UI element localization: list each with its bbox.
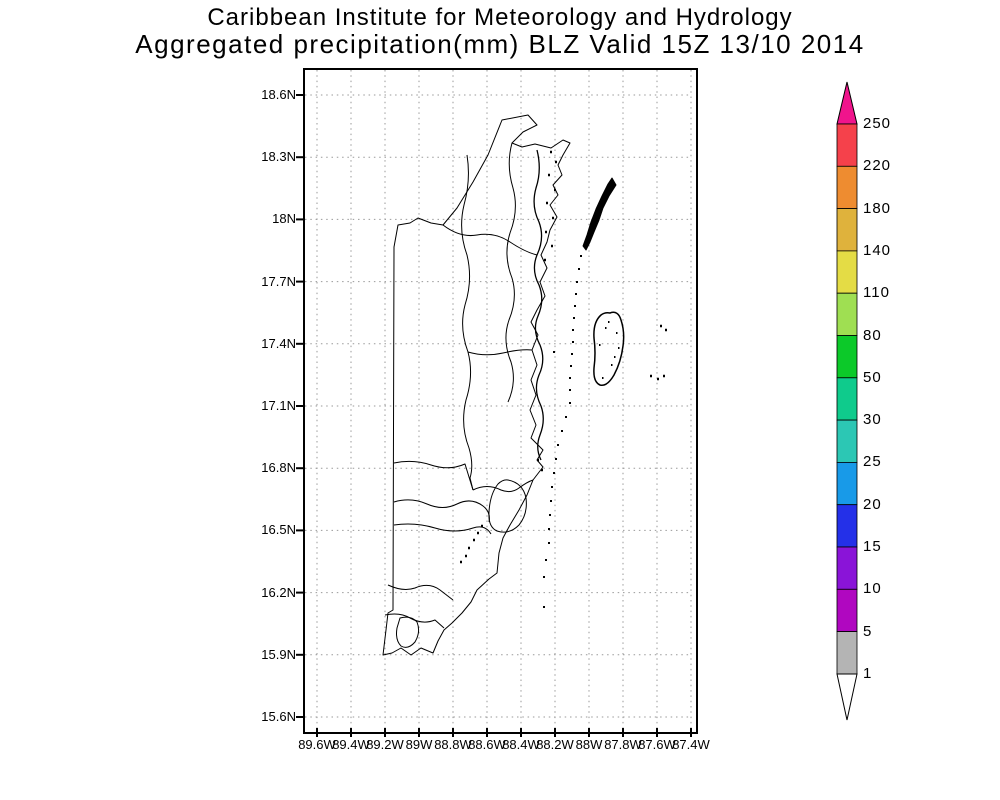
y-axis-label: 15.6N xyxy=(261,709,296,724)
y-axis-label: 16.2N xyxy=(261,584,296,600)
colorbar-segment xyxy=(836,208,858,252)
y-axis-label: 18.6N xyxy=(261,87,296,102)
colorbar-level-label: 10 xyxy=(863,580,882,598)
colorbar-top-arrow xyxy=(836,81,858,125)
colorbar-level-label: 50 xyxy=(863,368,882,386)
lighthouse-reef-cayes xyxy=(650,324,667,381)
watershed-boundaries xyxy=(384,142,544,648)
page-title-institution: Caribbean Institute for Meteorology and … xyxy=(207,4,793,31)
colorbar-segment xyxy=(836,546,858,590)
y-axis-label: 17.4N xyxy=(261,335,296,351)
map-plot-area xyxy=(296,68,698,737)
y-axis-label: 17.1N xyxy=(261,398,296,413)
lat-lon-gridlines xyxy=(305,70,692,728)
colorbar-segment xyxy=(836,419,858,463)
colorbar-segment xyxy=(836,588,858,632)
colorbar-level-label: 250 xyxy=(863,115,892,132)
x-axis-label: 89.4W xyxy=(332,737,370,752)
y-axis-label: 17.7N xyxy=(261,273,296,289)
barrier-reef-cayes xyxy=(543,255,582,608)
belize-map xyxy=(382,114,667,656)
y-axis-label: 16.8N xyxy=(261,460,296,476)
y-axis-label: 16.5N xyxy=(261,522,296,538)
colorbar-level-label: 30 xyxy=(863,411,882,429)
x-axis-label: 87.8W xyxy=(604,737,642,752)
turneffe-atoll xyxy=(593,311,625,387)
colorbar-segment xyxy=(836,631,858,675)
colorbar-segment xyxy=(836,377,858,421)
colorbar-level-label: 1 xyxy=(863,664,873,682)
x-axis-label: 88.2W xyxy=(536,737,574,752)
colorbar-bottom-arrow xyxy=(836,673,858,721)
colorbar-level-label: 110 xyxy=(863,284,890,302)
x-axis-label: 87.4W xyxy=(672,737,710,752)
colorbar-segments xyxy=(836,123,858,675)
colorbar-segment xyxy=(836,335,858,379)
ambergris-caye-island xyxy=(582,177,617,251)
colorbar-segment xyxy=(836,123,858,167)
turneffe-atoll-specks xyxy=(599,321,620,379)
colorbar-level-label: 180 xyxy=(863,199,892,217)
colorbar-level-label: 20 xyxy=(863,495,882,513)
colorbar-level-label: 80 xyxy=(863,326,882,344)
y-axis-label: 18.3N xyxy=(261,149,296,165)
colorbar-level-label: 15 xyxy=(863,538,882,555)
colorbar-segment xyxy=(836,461,858,506)
colorbar-segment xyxy=(836,165,858,210)
x-axis-label: 88.6W xyxy=(468,737,506,752)
colorbar-level-label: 25 xyxy=(863,453,882,471)
colorbar-level-label: 140 xyxy=(863,241,892,259)
colorbar xyxy=(836,81,858,721)
x-axis-label: 88.4W xyxy=(502,737,540,752)
x-axis-label: 89W xyxy=(405,737,433,752)
page-title-product: Aggregated precipitation(mm) BLZ Valid 1… xyxy=(135,29,865,59)
x-axis-label: 89.6W xyxy=(298,737,336,752)
map-canvas xyxy=(296,70,692,737)
colorbar-level-label: 220 xyxy=(863,157,892,175)
x-axis-label: 88.8W xyxy=(434,737,472,752)
belize-mainland-outline xyxy=(382,114,571,656)
coastal-lagoon-specks xyxy=(460,150,557,564)
x-axis-label: 87.6W xyxy=(638,737,676,752)
axis-ticks xyxy=(296,94,692,737)
colorbar-segment xyxy=(836,504,858,548)
x-axis-label: 88W xyxy=(575,737,603,752)
x-axis-label: 89.2W xyxy=(366,737,404,752)
colorbar-segment xyxy=(836,250,858,294)
colorbar-level-label: 5 xyxy=(863,622,873,640)
y-axis-label: 18N xyxy=(272,211,296,227)
y-axis-label: 15.9N xyxy=(261,646,296,662)
colorbar-segment xyxy=(836,292,858,336)
